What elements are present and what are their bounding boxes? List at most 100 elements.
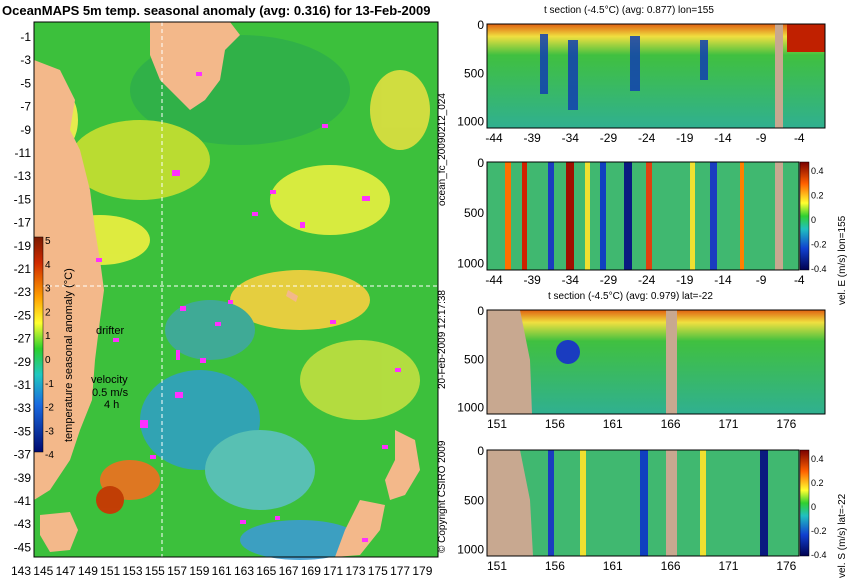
section-x-tick-label: -39 [523,273,541,287]
section-x-tick-label: 166 [661,417,681,431]
depth-tick-label: 0 [477,304,484,318]
section-x-tick-label: -24 [638,131,656,145]
drifter-markers [96,72,401,542]
section-vel-lat [486,449,810,557]
lon-tick-label: 171 [323,564,343,578]
depth-tick-label: 500 [464,493,484,507]
section-vel-lon-stripes [505,162,744,270]
colorbar-tick-label: -2 [45,403,54,414]
cb-bottom-label: vel. S (m/s) lat=-22 [837,493,848,578]
australia-land [34,60,104,500]
colorbar-label: temperature seasonal anomaly (°C) [63,268,75,442]
lon-tick-label: 147 [56,564,76,578]
section-x-tick-label: -29 [600,131,618,145]
section-vel-lon-frame [486,161,800,271]
section-x-tick-label: 151 [487,559,507,573]
section-x-tick-label: -39 [523,131,541,145]
lat-tick-label: -27 [14,332,32,346]
section-colorbar-tick-label: -0.4 [811,264,827,274]
colorbar-tick-label: 5 [45,236,51,247]
map-colorbar: 5 4 3 2 1 0 -1 -2 -3 -4 temperature seasonal anom… [33,236,75,461]
depth-tick-label: 0 [477,444,484,458]
lon-tick-label: 167 [279,564,299,578]
lat-tick-label: -23 [14,285,32,299]
lon-tick-label: 165 [256,564,276,578]
lat-tick-label: -3 [20,53,31,67]
forecast-id: ocean_fc_20090212_024 [437,93,448,206]
lat-tick-label: -25 [14,308,32,322]
section-temp-lon-land [775,24,783,128]
depth-tick-label: 0 [477,18,484,32]
section-x-tick-label: -9 [756,131,767,145]
colorbar-ticks: 5 4 3 2 1 0 -1 -2 -3 -4 [45,236,54,461]
lon-tick-label: 143 [11,564,31,578]
depth-tick-label: 1000 [457,543,484,557]
colorbar-tick-label: 2 [45,307,51,318]
section-x-tick-label: 171 [718,559,738,573]
cb-top-label: vel. E (m/s) lon=155 [837,215,848,305]
section-x-tick-label: 156 [545,559,565,573]
section-x-tick-label: 171 [718,417,738,431]
section-vel-lon [486,161,810,271]
lon-tick-label: 157 [167,564,187,578]
lon-tick-label: 145 [33,564,53,578]
section-bottom-title: t section (-4.5°C) (avg: 0.979) lat=-22 [548,291,713,302]
lon-tick-label: 163 [234,564,254,578]
section-temp-lat [486,309,826,415]
lon-tick-label: 177 [390,564,410,578]
section-x-tick-label: -24 [638,273,656,287]
section-x-tick-label: -14 [714,273,732,287]
section-temp-lat-field [487,310,825,414]
depth-tick-label: 0 [477,156,484,170]
section-x-tick-label: -29 [600,273,618,287]
colorbar-tick-label: 1 [45,331,51,342]
section-x-tick-label: 176 [776,417,796,431]
lat-tick-label: -5 [20,76,31,90]
lon-tick-label: 169 [301,564,321,578]
lat-tick-label: -37 [14,448,32,462]
lat-tick-label: -15 [14,192,32,206]
colorbar-gradient [33,236,44,453]
section-x-tick-label: -34 [562,131,580,145]
section-x-tick-label: 156 [545,417,565,431]
section-colorbar-tick-label: 0.4 [811,166,824,176]
section-x-tick-label: -44 [485,131,503,145]
lon-tick-label: 153 [122,564,142,578]
png-land [150,22,240,110]
lat-tick-label: -13 [14,169,32,183]
section-vel-lat-land-west [487,450,533,556]
section-x-tick-label: -19 [676,273,694,287]
drifter-legend-marker [113,338,119,342]
section-temp-lat-cold-eddy [556,340,580,364]
section-temp-lon-frame [486,23,826,129]
lat-tick-label: -21 [14,262,32,276]
section-x-tick-label: -4 [794,273,805,287]
colorbar-tick-label: -3 [45,426,54,437]
section-x-tick-label: -9 [756,273,767,287]
copyright: © Copyright CSIRO 2009 [437,440,448,553]
lon-tick-label: 159 [189,564,209,578]
section-temp-lon [486,23,826,129]
section-temp-lon-warm-corner [787,24,825,52]
section-colorbar-tick-label: -0.2 [811,240,827,250]
depth-tick-label: 1000 [457,256,484,270]
section-vel-lon-field [487,162,799,270]
lat-tick-label: -1 [20,30,31,44]
lat-tick-label: -39 [14,471,32,485]
section-panels: t section (-4.5°C) (avg: 0.877) lon=155 [457,5,848,578]
lat-tick-label: -43 [14,517,32,531]
velocity-label: velocity [91,374,128,386]
timestamp: 20-Feb-2009 12:17:38 [437,290,448,389]
colorbar-tick-label: 0 [45,355,51,366]
section-colorbar-tick-label: 0 [811,502,816,512]
section-colorbar-tick-label: 0.2 [811,191,824,201]
map-lon-axis: 143 145 147 149 151 153 155 157 159 161 163 165 167 1… [11,564,433,578]
section-x-tick-label: -19 [676,131,694,145]
section-vel-lat-colorbar [799,449,810,557]
section-colorbar-tick-label: 0.2 [811,478,824,488]
velocity-sub: 4 h [104,399,119,411]
lat-tick-label: -41 [14,494,32,508]
section-colorbar-tick-label: 0.4 [811,454,824,464]
